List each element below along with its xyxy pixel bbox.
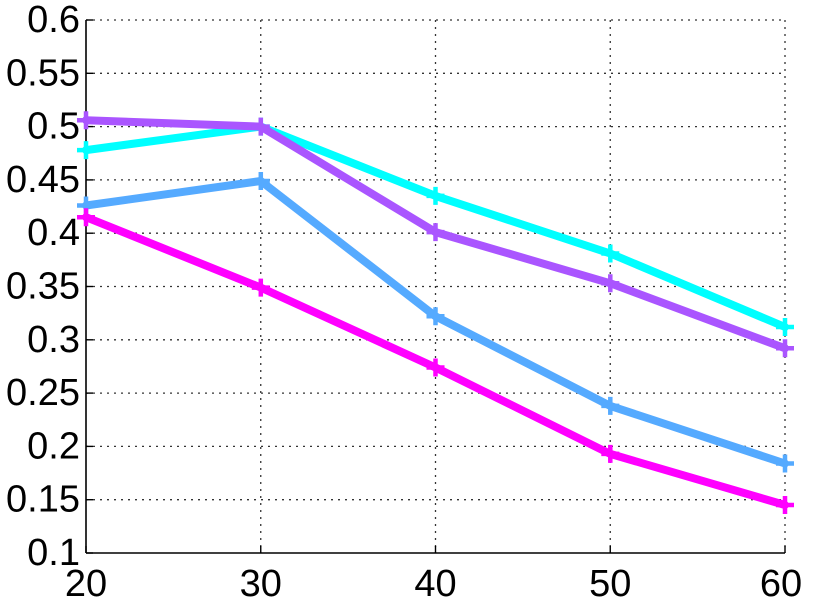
tick-labels: 0.1 0.15 0.2 0.25 0.3 0.35 0.4 0.45 0.5 0.55 0.6 20… bbox=[6, 0, 802, 605]
data-point bbox=[601, 444, 620, 463]
y-tick-label: 0.1 bbox=[27, 532, 80, 574]
data-point bbox=[251, 117, 270, 136]
y-tick-label: 0.45 bbox=[6, 159, 80, 201]
y-tick-label: 0.2 bbox=[27, 425, 80, 467]
data-point bbox=[776, 496, 794, 514]
x-tick-label: 40 bbox=[414, 563, 456, 605]
data-point bbox=[426, 358, 445, 377]
y-tick-label: 0.35 bbox=[6, 266, 80, 308]
x-tick-label: 50 bbox=[589, 563, 631, 605]
data-point bbox=[776, 339, 794, 358]
y-tick-label: 0.55 bbox=[6, 52, 80, 94]
x-tick-label: 20 bbox=[65, 563, 107, 605]
y-tick-label: 0.3 bbox=[27, 319, 80, 361]
series-2 bbox=[77, 111, 794, 358]
series-4 bbox=[77, 208, 794, 514]
y-tick-label: 0.25 bbox=[6, 372, 80, 414]
data-point bbox=[77, 141, 95, 160]
y-tick-label: 0.5 bbox=[27, 106, 80, 148]
axes bbox=[85, 19, 786, 554]
data-point bbox=[426, 223, 445, 242]
data-point bbox=[426, 307, 445, 326]
y-tick-label: 0.4 bbox=[27, 212, 80, 254]
y-tick-label: 0.15 bbox=[6, 479, 80, 521]
data-point bbox=[601, 244, 620, 263]
data-point bbox=[601, 274, 620, 293]
data-point bbox=[251, 172, 270, 190]
data-point bbox=[776, 318, 794, 336]
x-tick-label: 30 bbox=[240, 563, 282, 605]
y-tick-label: 0.6 bbox=[27, 0, 80, 41]
series-group bbox=[77, 111, 794, 514]
data-point bbox=[251, 278, 270, 297]
data-point bbox=[426, 186, 445, 205]
data-point bbox=[77, 208, 95, 227]
x-tick-label: 60 bbox=[760, 563, 802, 605]
data-point bbox=[776, 454, 794, 473]
data-point bbox=[601, 396, 620, 415]
data-point bbox=[77, 111, 95, 130]
